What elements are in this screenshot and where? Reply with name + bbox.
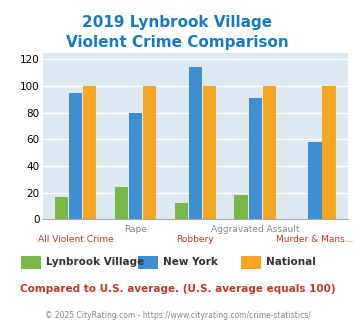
- Bar: [203, 86, 216, 219]
- Bar: [175, 204, 188, 219]
- Bar: [83, 86, 96, 219]
- Text: All Violent Crime: All Violent Crime: [38, 235, 113, 244]
- Bar: [263, 86, 276, 219]
- Text: Robbery: Robbery: [176, 235, 214, 244]
- Text: New York: New York: [163, 257, 218, 267]
- Text: National: National: [266, 257, 316, 267]
- Bar: [189, 67, 202, 219]
- Bar: [55, 197, 68, 219]
- Bar: [248, 98, 262, 219]
- Bar: [129, 113, 142, 219]
- Text: 2019 Lynbrook Village: 2019 Lynbrook Village: [82, 15, 273, 30]
- Text: Violent Crime Comparison: Violent Crime Comparison: [66, 35, 289, 50]
- Bar: [322, 86, 335, 219]
- Bar: [308, 142, 322, 219]
- Text: Murder & Mans...: Murder & Mans...: [276, 235, 354, 244]
- Text: Aggravated Assault: Aggravated Assault: [211, 225, 299, 234]
- Text: Rape: Rape: [124, 225, 147, 234]
- Bar: [115, 187, 128, 219]
- Text: © 2025 CityRating.com - https://www.cityrating.com/crime-statistics/: © 2025 CityRating.com - https://www.city…: [45, 311, 310, 320]
- Text: Lynbrook Village: Lynbrook Village: [46, 257, 144, 267]
- Bar: [69, 93, 82, 219]
- Bar: [234, 195, 248, 219]
- Bar: [143, 86, 156, 219]
- Text: Compared to U.S. average. (U.S. average equals 100): Compared to U.S. average. (U.S. average …: [20, 284, 335, 294]
